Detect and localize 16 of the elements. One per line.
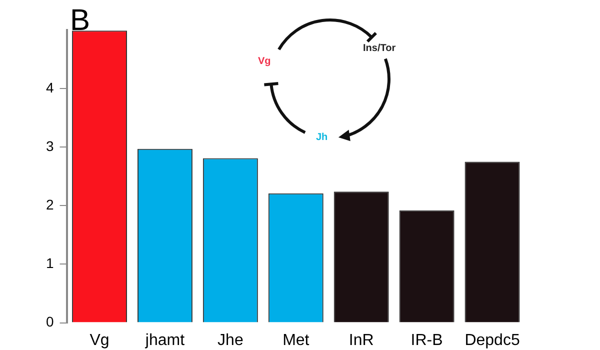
annotation: Vg (258, 56, 271, 67)
x-tick-label: InR (348, 332, 374, 349)
x-tick-label: Jhe (218, 332, 244, 349)
annotation: Jh (316, 132, 328, 143)
y-tick-label: 0 (46, 314, 54, 330)
x-tick-label: Depdc5 (464, 332, 520, 349)
y-tick-label: 4 (46, 79, 54, 96)
x-tick-label: Vg (90, 332, 110, 349)
x-tick-label: Met (282, 332, 310, 349)
annotation: Ins/Tor (363, 43, 396, 54)
y-tick-label: 3 (46, 138, 54, 154)
x-tick-label: IR-B (410, 332, 443, 349)
y-tick-label: 2 (46, 196, 54, 213)
y-tick-label: 1 (46, 255, 54, 272)
x-tick-label: jhamt (144, 332, 186, 349)
chart-title: B (70, 4, 90, 38)
